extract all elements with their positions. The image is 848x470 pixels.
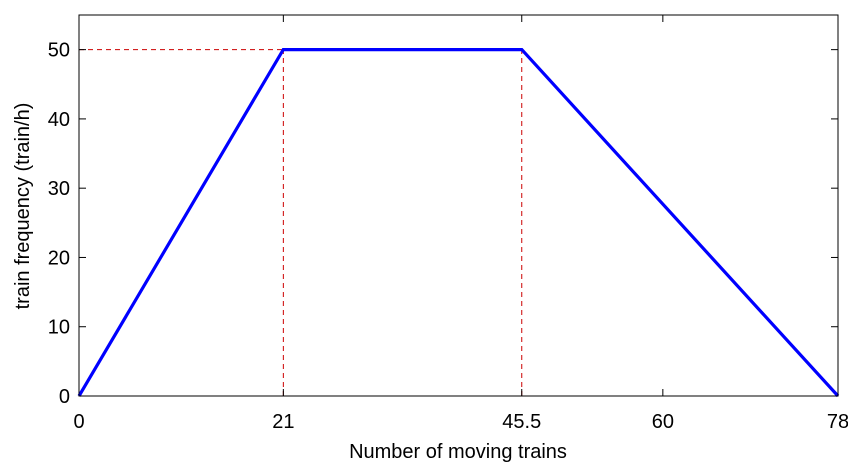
reference-lines	[79, 49, 523, 396]
axis-ticks	[78, 15, 839, 397]
y-tick-label: 10	[48, 317, 70, 339]
y-tick-labels: 0 10 20 30 40 50	[48, 40, 70, 408]
x-tick-label: 78	[827, 411, 848, 433]
plot-frame	[78, 14, 839, 397]
y-tick-label: 20	[48, 247, 70, 269]
x-tick-label: 21	[272, 411, 294, 433]
x-tick-label: 60	[652, 411, 674, 433]
series-layer	[77, 47, 840, 398]
x-tick-label: 45.5	[502, 411, 541, 433]
x-tick-labels: 0 21 45.5 60 78	[73, 411, 848, 433]
x-tick-label: 0	[73, 411, 84, 433]
y-tick-label: 0	[59, 386, 70, 408]
y-tick-label: 30	[48, 178, 70, 200]
x-axis-label: Number of moving trains	[349, 441, 567, 463]
y-tick-label: 50	[48, 40, 70, 62]
y-axis-label: train frequency (train/h)	[12, 103, 34, 310]
series-line-0	[77, 47, 840, 398]
y-tick-label: 40	[48, 109, 70, 131]
